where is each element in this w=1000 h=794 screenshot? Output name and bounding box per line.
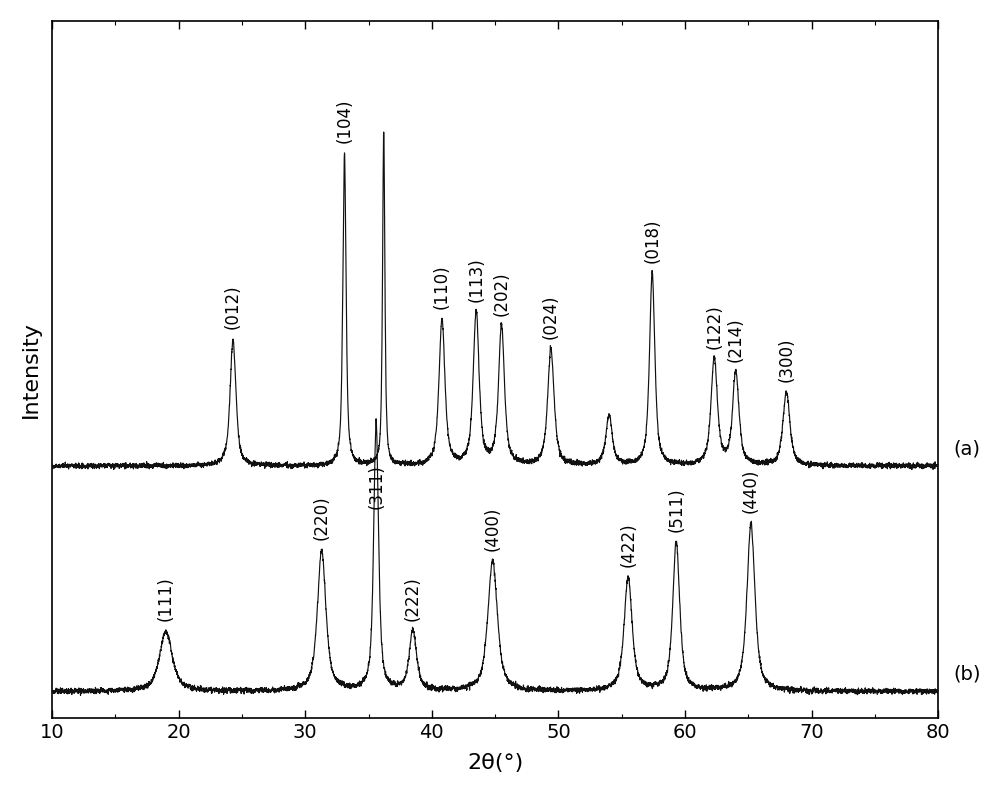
- Text: (440): (440): [742, 469, 760, 513]
- Text: (511): (511): [667, 488, 685, 532]
- Text: (400): (400): [484, 507, 502, 551]
- Text: (113): (113): [467, 258, 485, 303]
- X-axis label: 2θ(°): 2θ(°): [467, 754, 523, 773]
- Text: (122): (122): [705, 304, 723, 349]
- Text: (024): (024): [542, 295, 560, 339]
- Text: (300): (300): [777, 337, 795, 382]
- Text: (111): (111): [157, 576, 175, 621]
- Text: (311): (311): [367, 464, 385, 509]
- Y-axis label: Intensity: Intensity: [21, 321, 41, 418]
- Text: (018): (018): [643, 218, 661, 263]
- Text: (110): (110): [433, 264, 451, 309]
- Text: (214): (214): [727, 318, 745, 362]
- Text: (202): (202): [492, 272, 510, 316]
- Text: (222): (222): [404, 576, 422, 621]
- Text: (220): (220): [313, 495, 331, 540]
- Text: (b): (b): [954, 665, 981, 684]
- Text: (104): (104): [335, 98, 353, 143]
- Text: (012): (012): [224, 284, 242, 329]
- Text: (a): (a): [954, 439, 981, 458]
- Text: (422): (422): [619, 522, 637, 567]
